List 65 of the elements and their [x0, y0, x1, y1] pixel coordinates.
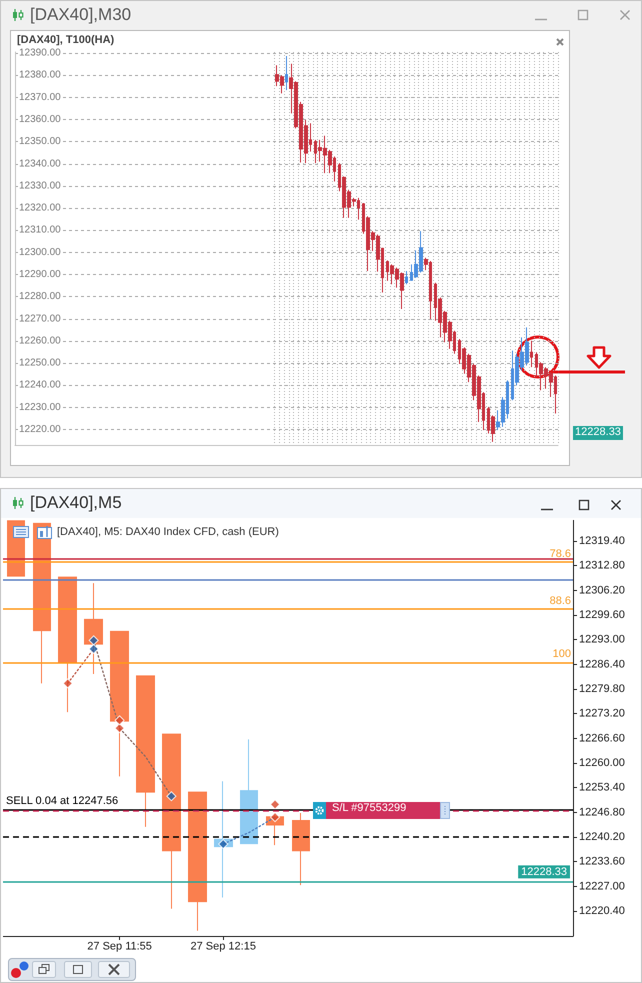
- text: 12228.33: [573, 426, 623, 440]
- y-tick-label: 12246.80: [579, 806, 625, 818]
- y-tick-label: 12250.00: [19, 358, 62, 369]
- point: [88, 635, 99, 646]
- y-tick-label: 12280.00: [19, 291, 62, 302]
- x-tick-label: 27 Sep 11:55: [87, 940, 152, 952]
- annotation: 78.6: [550, 548, 571, 561]
- text: [DAX40], M5: DAX40 Index CFD, cash (EUR): [57, 526, 279, 538]
- candlestick: [188, 792, 207, 932]
- candlestick: [240, 738, 258, 844]
- point: [114, 723, 125, 734]
- y-tick-label: 12260.00: [19, 335, 62, 346]
- candlestick: [285, 55, 288, 91]
- y-tick-label: 12380.00: [19, 70, 62, 81]
- y-tick-label: 12370.00: [19, 92, 62, 103]
- y-tick-label: 12319.40: [579, 534, 625, 547]
- y-tick-label: 12310.00: [19, 224, 62, 236]
- chart-title: [DAX40],M30: [30, 5, 132, 25]
- ref-line-label: SELL 0.04 at 12247.56: [6, 794, 118, 807]
- y-tick-label: 12360.00: [19, 114, 62, 126]
- point: [218, 839, 228, 850]
- candlestick: [58, 576, 77, 713]
- y-tick-label: 12240.20: [579, 830, 625, 843]
- annotation: 88.6: [550, 595, 571, 608]
- candlestick: [136, 675, 155, 828]
- annotation: 100: [552, 648, 571, 661]
- chart-subtitle: [DAX40], T100(HA): [17, 34, 114, 46]
- y-tick-label: 12286.40: [579, 658, 625, 670]
- point: [270, 799, 280, 810]
- y-tick-label: 12312.80: [579, 560, 625, 572]
- y-tick-label: 12273.20: [579, 708, 625, 720]
- candlestick: [162, 734, 181, 910]
- y-tick-label: 12220.40: [579, 904, 625, 917]
- y-tick-label: 12253.40: [579, 782, 625, 794]
- candlestick: [405, 270, 408, 285]
- y-tick-label: 12300.00: [19, 246, 62, 258]
- candlestick: [530, 340, 533, 368]
- chart-title: [DAX40],M5: [30, 493, 122, 513]
- y-tick-label: 12299.60: [579, 608, 625, 621]
- y-tick-label: 12340.00: [19, 158, 62, 170]
- candlestick: [110, 630, 129, 777]
- y-tick-label: 12227.00: [579, 880, 625, 892]
- point: [114, 715, 125, 726]
- y-tick-label: 12390.00: [19, 48, 62, 59]
- y-tick-label: 12266.60: [579, 732, 625, 744]
- y-tick-label: 12230.00: [19, 402, 62, 413]
- y-tick-label: 12220.00: [19, 424, 62, 435]
- point: [88, 644, 99, 654]
- y-tick-label: 12233.60: [579, 856, 625, 868]
- x-tick-label: 27 Sep 12:15: [190, 940, 256, 952]
- y-tick-label: 12270.00: [19, 313, 62, 324]
- point: [62, 678, 73, 688]
- point: [166, 791, 176, 802]
- y-tick-label: 12330.00: [19, 180, 62, 192]
- y-tick-label: 12240.00: [19, 380, 62, 391]
- candlestick: [292, 812, 310, 886]
- y-tick-label: 12279.80: [579, 682, 625, 695]
- y-tick-label: 12260.00: [579, 756, 625, 769]
- y-tick-label: 12350.00: [19, 136, 62, 148]
- y-tick-label: 12293.00: [579, 634, 625, 646]
- point: [270, 812, 280, 822]
- ref-line-label: 12228.33: [521, 866, 567, 878]
- y-tick-label: 12306.20: [579, 584, 625, 596]
- y-tick-label: 12290.00: [19, 269, 62, 280]
- y-tick-label: 12320.00: [19, 202, 62, 214]
